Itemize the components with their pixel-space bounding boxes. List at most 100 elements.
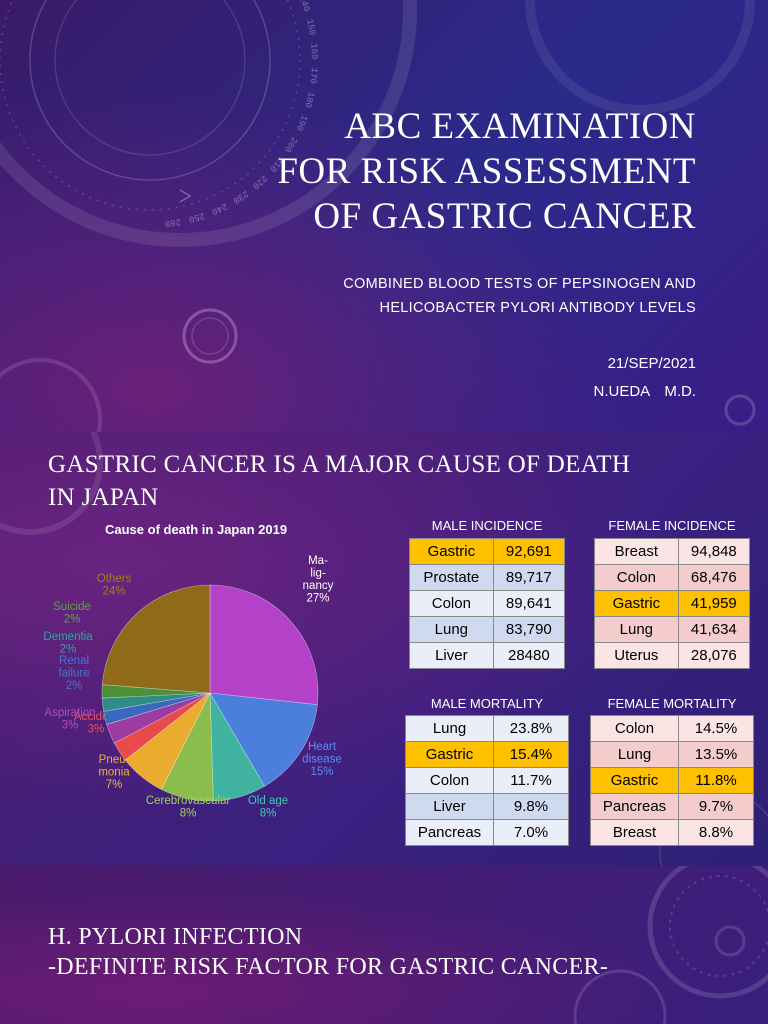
h-pylori-slide: H. PYLORI INFECTION -DEFINITE RISK FACTO… <box>0 866 768 1024</box>
dial-label: 240 <box>210 201 229 217</box>
table-caption: MALE INCIDENCE <box>431 518 543 533</box>
table-caption: FEMALE INCIDENCE <box>608 518 736 533</box>
table-row: Gastric 92,691 <box>409 538 566 565</box>
cancer-site-cell: Prostate <box>409 564 494 591</box>
statistic-value-cell: 83,790 <box>492 616 566 643</box>
dial-label: 260 <box>164 216 181 228</box>
heading-line: IN JAPAN <box>48 484 159 511</box>
cancer-site-cell: Colon <box>589 715 680 742</box>
cancer-site-cell: Lung <box>594 616 679 643</box>
statistic-value-cell: 41,634 <box>677 616 751 643</box>
title-line: OF GASTRIC CANCER <box>313 196 696 237</box>
statistic-value-cell: 9.7% <box>678 793 754 820</box>
table-row: Gastric 11.8% <box>589 767 754 794</box>
title-line: FOR RISK ASSESSMENT <box>277 151 696 192</box>
dial-label: 180 <box>302 91 316 109</box>
pie-slice <box>209 584 319 706</box>
dial-label: 220 <box>250 173 269 191</box>
table-row: Breast 8.8% <box>589 819 754 846</box>
table-row: Colon 68,476 <box>594 564 751 591</box>
dial-label: 230 <box>231 188 250 205</box>
cancer-site-cell: Gastric <box>409 538 494 565</box>
pie-slice-label: Suicide 2% <box>53 601 91 626</box>
cancer-site-cell: Liver <box>409 642 494 669</box>
heading-line: GASTRIC CANCER IS A MAJOR CAUSE OF DEATH <box>48 451 631 478</box>
cancer-site-cell: Lung <box>404 715 495 742</box>
slide-background <box>0 866 768 1024</box>
cancer-site-cell: Gastric <box>404 741 495 768</box>
pie-slice-label: Pneu-monia 7% <box>98 754 130 791</box>
pie-slice-label: Renal failure 2% <box>58 655 89 692</box>
presentation-title: ABC EXAMINATION FOR RISK ASSESSMENT OF G… <box>277 104 696 239</box>
slide-heading: H. PYLORI INFECTION -DEFINITE RISK FACTO… <box>48 922 608 982</box>
statistic-value-cell: 9.8% <box>493 793 569 820</box>
dial-label: 160 <box>308 43 319 60</box>
statistic-value-cell: 92,691 <box>492 538 566 565</box>
statistic-value-cell: 28,076 <box>677 642 751 669</box>
table-row: Liver 28480 <box>409 642 566 669</box>
pie-slice-label: Aspiration 3% <box>44 707 95 732</box>
cancer-site-cell: Liver <box>404 793 495 820</box>
subtitle-line: COMBINED BLOOD TESTS OF PEPSINOGEN AND <box>343 276 696 292</box>
dial-label: 140 <box>297 0 312 13</box>
table-caption: MALE MORTALITY <box>430 696 544 711</box>
pie-slice-label: Dementia 2% <box>43 631 93 656</box>
cancer-site-cell: Colon <box>594 564 679 591</box>
title-line: ABC EXAMINATION <box>344 106 696 147</box>
presentation-date: 21/SEP/2021 <box>607 355 696 372</box>
statistic-value-cell: 89,717 <box>492 564 566 591</box>
chart-title: Cause of death in Japan 2019 <box>105 522 288 537</box>
cancer-site-cell: Lung <box>589 741 680 768</box>
table-row: Colon 11.7% <box>404 767 569 794</box>
statistic-value-cell: 94,848 <box>677 538 751 565</box>
table-row: Lung 41,634 <box>594 616 751 643</box>
slide-heading: GASTRIC CANCER IS A MAJOR CAUSE OF DEATH… <box>48 448 738 514</box>
pie-slice-label: Heart disease 15% <box>302 741 342 778</box>
statistic-value-cell: 7.0% <box>493 819 569 846</box>
statistics-table: Colon 14.5% Lung 13.5% Gastric 11.8% Pancreas 9… <box>589 715 754 846</box>
table-caption: FEMALE MORTALITY <box>607 696 737 711</box>
statistics-table: Breast 94,848 Colon 68,476 Gastric 41,959 Lung… <box>594 538 751 669</box>
cancer-site-cell: Breast <box>589 819 680 846</box>
cancer-site-cell: Pancreas <box>404 819 495 846</box>
table-row: Lung 23.8% <box>404 715 569 742</box>
pie-slice-label: Others 24% <box>97 573 132 598</box>
cancer-site-cell: Breast <box>594 538 679 565</box>
dial-label: 250 <box>187 210 205 224</box>
table-row: Pancreas 9.7% <box>589 793 754 820</box>
presentation-subtitle: COMBINED BLOOD TESTS OF PEPSINOGEN AND H… <box>343 272 696 320</box>
statistic-value-cell: 8.8% <box>678 819 754 846</box>
table-row: Colon 14.5% <box>589 715 754 742</box>
circle-decoration <box>573 866 768 1024</box>
table-row: Lung 83,790 <box>409 616 566 643</box>
presentation-author: N.UEDA M.D. <box>593 383 696 400</box>
table-row: Lung 13.5% <box>589 741 754 768</box>
statistic-value-cell: 13.5% <box>678 741 754 768</box>
table-row: Uterus 28,076 <box>594 642 751 669</box>
pie-slice-label: Old age 8% <box>248 795 288 820</box>
subtitle-line: HELICOBACTER PYLORI ANTIBODY LEVELS <box>379 300 696 316</box>
statistic-value-cell: 11.8% <box>678 767 754 794</box>
statistics-table: Lung 23.8% Gastric 15.4% Colon 11.7% Liver 9.8%… <box>404 715 569 846</box>
heading-line: H. PYLORI INFECTION <box>48 924 303 950</box>
statistics-table: Gastric 92,691 Prostate 89,717 Colon 89,641 Lu… <box>409 538 566 669</box>
cause-of-death-pie-chart: Ma-lig-nancy 27% Heart disease 15% Old age 8% C… <box>43 555 342 820</box>
cancer-site-cell: Colon <box>409 590 494 617</box>
heading-line: -DEFINITE RISK FACTOR FOR GASTRIC CANCER… <box>48 954 609 980</box>
statistic-value-cell: 68,476 <box>677 564 751 591</box>
statistic-value-cell: 28480 <box>492 642 566 669</box>
title-slide-background <box>0 0 768 432</box>
table-row: Prostate 89,717 <box>409 564 566 591</box>
statistic-value-cell: 41,959 <box>677 590 751 617</box>
table-row: Pancreas 7.0% <box>404 819 569 846</box>
table-row: Liver 9.8% <box>404 793 569 820</box>
table-row: Gastric 41,959 <box>594 590 751 617</box>
pie-slice-label: Cerebrovascular 8% <box>146 795 231 820</box>
table-row: Breast 94,848 <box>594 538 751 565</box>
statistic-value-cell: 14.5% <box>678 715 754 742</box>
cancer-site-cell: Uterus <box>594 642 679 669</box>
presentation-meta: 21/SEP/2021 N.UEDA M.D. <box>593 350 696 406</box>
pie-slice-label: Ma-lig-nancy 27% <box>303 555 334 605</box>
cancer-site-cell: Gastric <box>594 590 679 617</box>
